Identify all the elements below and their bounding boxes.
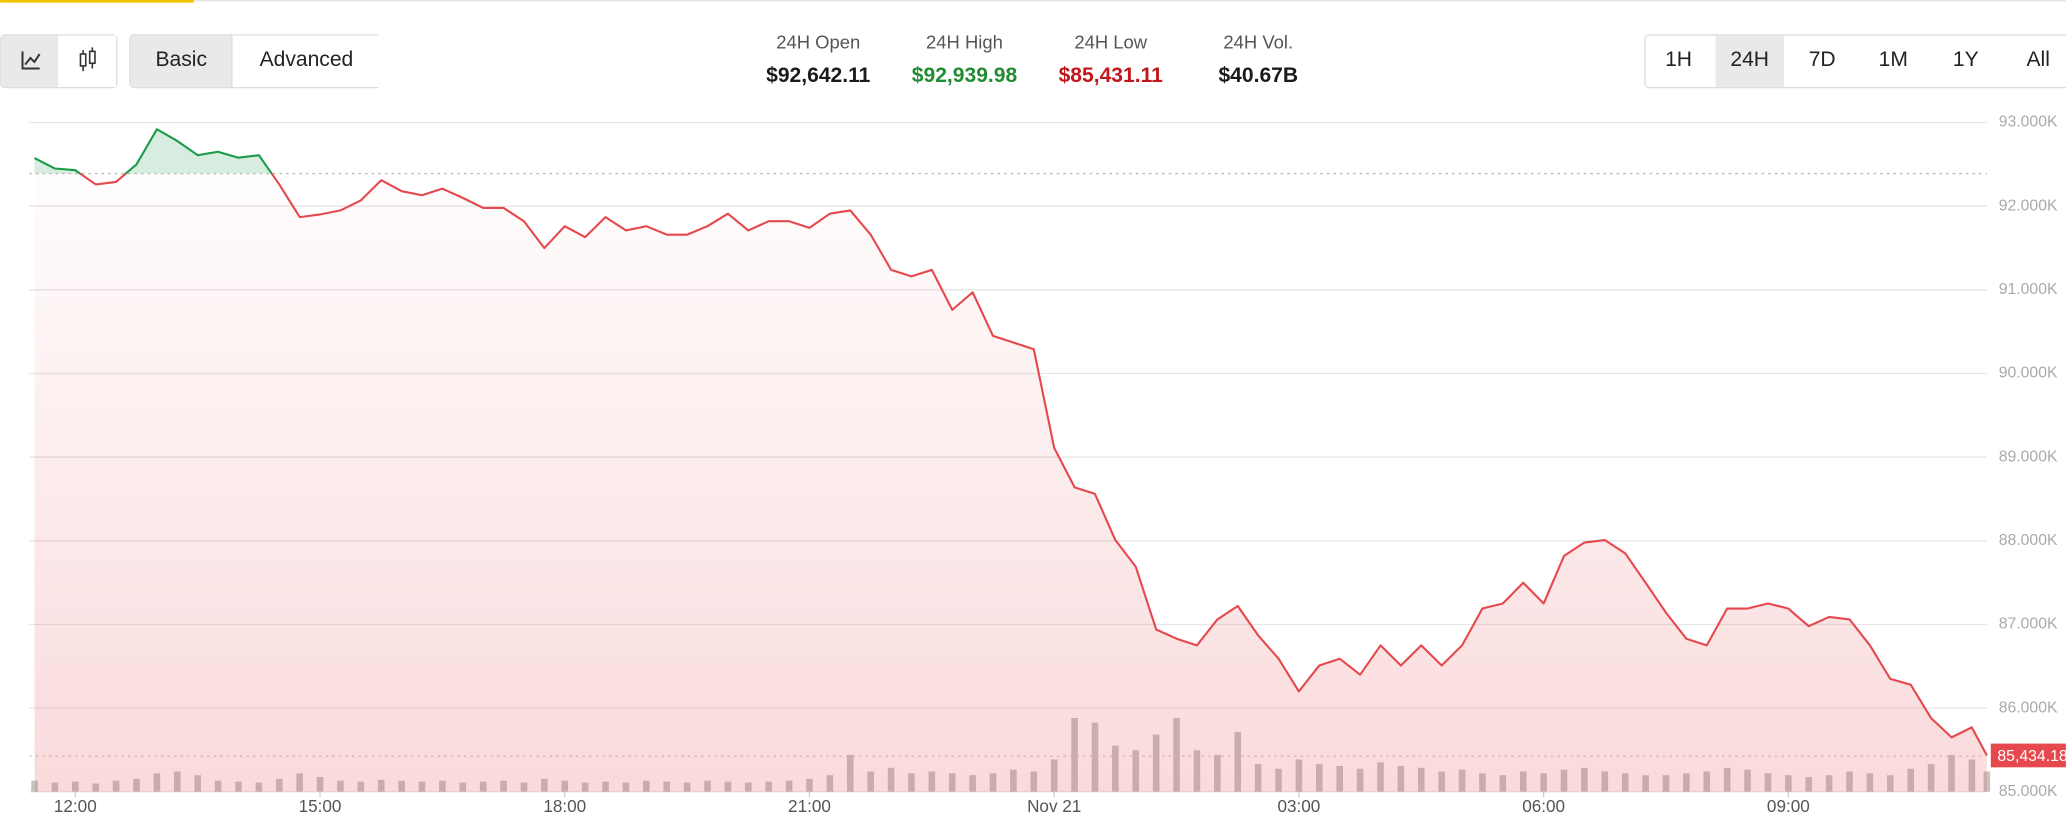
range-selected [1715,35,1784,87]
active-tab-bar [0,0,194,3]
candle-chart-button[interactable] [59,35,117,87]
y-tick-label: 90.000K [1999,365,2058,382]
y-tick-label: 92.000K [1999,197,2058,214]
x-tick-label: 09:00 [1767,797,1810,816]
price-line [34,128,1988,756]
x-tick-label: 21:00 [788,797,831,816]
y-tick-label: 89.000K [1999,448,2058,465]
range-button[interactable]: 24H [1730,48,1769,71]
x-tick-label: 18:00 [543,797,586,816]
stat-value: $85,431.11 [1059,64,1164,87]
stat-value: $40.67B [1218,64,1298,87]
line-chart-button[interactable] [1,35,59,87]
range-button[interactable]: All [2027,48,2050,71]
last-price-box [1990,743,2066,768]
line-chart-icon [21,51,41,70]
plot: 85.000K 86.000K 87.000K 88.000K 89.000K 90.00… [29,114,2066,816]
down-area [34,173,1987,792]
x-tick-label: 03:00 [1277,797,1320,816]
view-button[interactable] [130,35,232,87]
stat-label: 24H Vol. [1223,31,1293,52]
range-button[interactable]: 1M [1879,48,1908,71]
candle-body [79,53,87,67]
stat-label: 24H Open [776,31,860,52]
up-area [34,129,1987,174]
stat-label: 24H High [926,31,1003,52]
range-button[interactable]: 7D [1809,48,1836,71]
y-tick-label: 88.000K [1999,532,2058,549]
range-frame [1644,34,2066,89]
x-tick-label: Nov 21 [1027,797,1081,816]
candle-body [88,50,96,65]
y-tick-label: 93.000K [1999,114,2058,131]
stat-value: $92,939.98 [912,64,1018,87]
chart-type-toggle [0,34,118,89]
y-tick-label: 85.000K [1999,783,2058,800]
x-tick-label: 06:00 [1522,797,1565,816]
x-tick-label: 15:00 [299,797,342,816]
view-label: Basic [156,48,208,71]
y-tick-label: 91.000K [1999,281,2058,298]
stat-value: $92,642.11 [766,64,871,87]
x-tick-label: 12:00 [54,797,97,816]
last-price-label: 85,434.18 [1997,748,2066,765]
view-label: Advanced [260,48,354,71]
range-button[interactable]: 1H [1665,48,1692,71]
y-tick-label: 86.000K [1999,699,2058,716]
range-button[interactable]: 1Y [1953,48,1979,71]
top-border [0,0,2066,2]
y-tick-label: 87.000K [1999,616,2058,633]
view-button[interactable] [231,35,381,87]
stat-label: 24H Low [1074,31,1147,52]
